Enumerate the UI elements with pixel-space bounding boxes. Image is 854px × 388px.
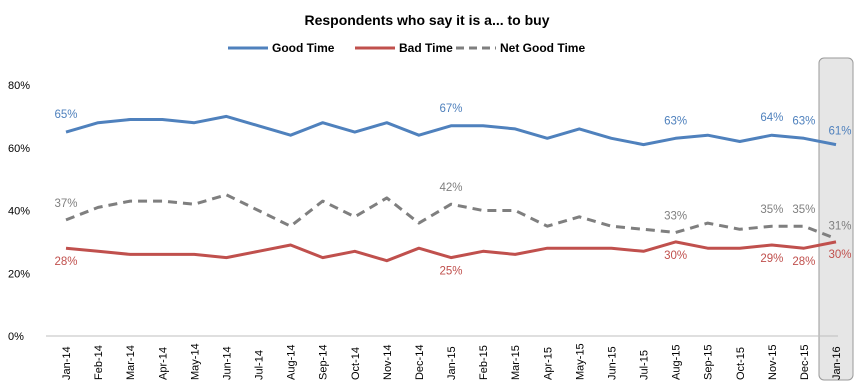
data-label: 64%: [760, 112, 783, 124]
x-tick-label: Sep-14: [318, 345, 330, 380]
highlight-band: [818, 57, 854, 381]
x-tick-label: Jun-14: [221, 346, 233, 380]
x-tick-label: Nov-15: [767, 345, 779, 380]
y-tick-label: 20%: [8, 268, 30, 280]
data-label: 37%: [54, 198, 77, 210]
data-label: 28%: [54, 256, 77, 268]
x-tick-label: Feb-14: [93, 345, 105, 380]
x-tick-label: Aug-15: [671, 345, 683, 380]
series-line-net-good-time: [65, 193, 837, 241]
x-tick-label: Jul-15: [639, 350, 651, 380]
legend: Good Time Bad Time Net Good Time: [228, 41, 585, 55]
x-tick-label: Nov-14: [382, 345, 394, 380]
data-label: 61%: [828, 126, 851, 138]
data-label: 65%: [54, 109, 77, 121]
data-label: 31%: [828, 221, 851, 233]
y-tick-label: 80%: [8, 80, 30, 92]
data-label: 63%: [792, 115, 815, 127]
x-tick-label: Jan-15: [446, 346, 458, 380]
x-tick-label: Jun-15: [606, 346, 618, 380]
data-label: 67%: [439, 103, 462, 115]
data-label: 63%: [664, 115, 687, 127]
x-tick-label: May-15: [574, 343, 586, 380]
x-tick-label: Mar-15: [510, 345, 522, 380]
data-label: 29%: [760, 253, 783, 265]
data-label: 28%: [792, 256, 815, 268]
series-line-bad-time: [65, 240, 837, 263]
series-line-good-time: [65, 114, 837, 147]
x-tick-label: Apr-14: [157, 347, 169, 380]
x-axis: Jan-14 Feb-14 Mar-14 Apr-14 May-14 Jun-14 Jul-…: [46, 335, 843, 380]
legend-label: Net Good Time: [500, 41, 585, 55]
legend-label: Bad Time: [399, 41, 453, 55]
x-tick-label: Sep-15: [703, 345, 715, 380]
y-axis: 0% 20% 40% 60% 80%: [8, 80, 30, 343]
x-tick-label: Oct-14: [350, 347, 362, 380]
data-label: 42%: [439, 182, 462, 194]
data-label: 33%: [664, 210, 687, 222]
y-tick-label: 0%: [8, 331, 24, 343]
data-label: 35%: [760, 204, 783, 216]
series-layer: [65, 114, 837, 263]
chart-title: Respondents who say it is a... to buy: [304, 12, 549, 28]
data-label: 25%: [439, 266, 462, 278]
data-label: 30%: [664, 250, 687, 262]
x-tick-label: Jan-14: [61, 346, 73, 380]
x-tick-label: Aug-14: [286, 345, 298, 380]
x-tick-label: Dec-15: [799, 345, 811, 380]
data-label: 35%: [792, 204, 815, 216]
x-tick-label: Jul-14: [254, 350, 266, 380]
x-tick-label: May-14: [189, 343, 201, 380]
x-tick-label: Dec-14: [414, 345, 426, 380]
y-tick-label: 40%: [8, 206, 30, 218]
x-tick-label: Apr-15: [542, 347, 554, 380]
legend-label: Good Time: [272, 41, 335, 55]
y-tick-label: 60%: [8, 143, 30, 155]
x-tick-label: Jan-16: [831, 346, 843, 380]
x-tick-label: Oct-15: [735, 347, 747, 380]
x-tick-label: Mar-14: [125, 345, 137, 380]
data-labels: 65% 67% 63% 64% 63% 61% 28% 25% 30% 29% 28% 30% 37% 4…: [54, 103, 851, 278]
x-tick-label: Feb-15: [478, 345, 490, 380]
data-label: 30%: [828, 249, 851, 261]
